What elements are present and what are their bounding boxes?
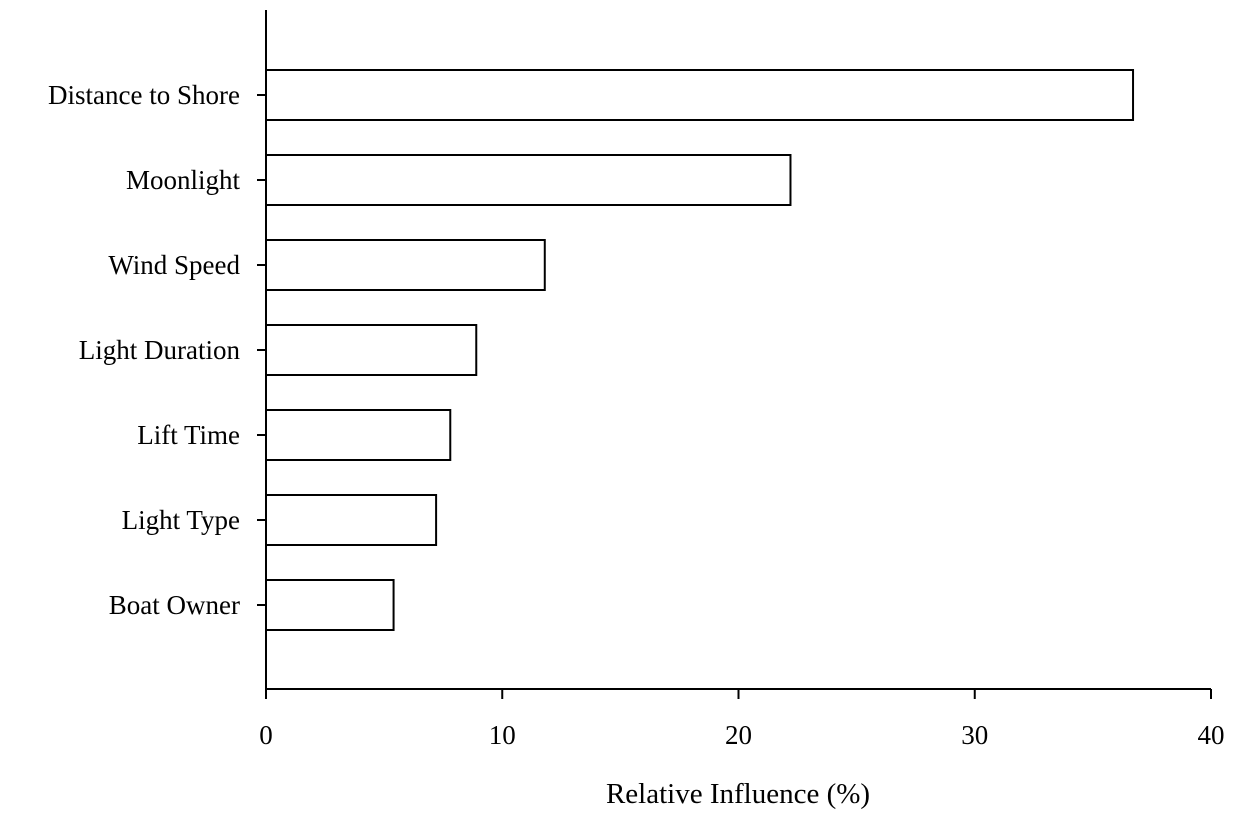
bar-boat-owner — [265, 579, 395, 631]
ticks-layer: Distance to Shore Moonlight Wind Speed Ligh… — [48, 80, 1224, 750]
x-tick-label: 0 — [259, 720, 273, 750]
x-tick-label: 40 — [1198, 720, 1225, 750]
category-label: Distance to Shore — [48, 80, 240, 110]
x-tick-label: 20 — [725, 720, 752, 750]
bar-light-duration — [265, 324, 478, 376]
category-label: Moonlight — [126, 165, 241, 195]
x-axis-title: Relative Influence (%) — [606, 778, 870, 810]
category-label: Light Type — [122, 505, 240, 535]
x-tick-label: 10 — [489, 720, 516, 750]
category-label: Light Duration — [79, 335, 241, 365]
bar-distance-to-shore — [265, 69, 1135, 121]
bar-moonlight — [265, 154, 792, 206]
category-label: Wind Speed — [108, 250, 240, 280]
bar-light-type — [265, 494, 438, 546]
bar-wind-speed — [265, 239, 546, 291]
category-label: Boat Owner — [109, 590, 240, 620]
bar-lift-time — [265, 409, 452, 461]
x-tick-label: 30 — [961, 720, 988, 750]
bars-layer — [265, 69, 1135, 631]
category-label: Lift Time — [137, 420, 240, 450]
